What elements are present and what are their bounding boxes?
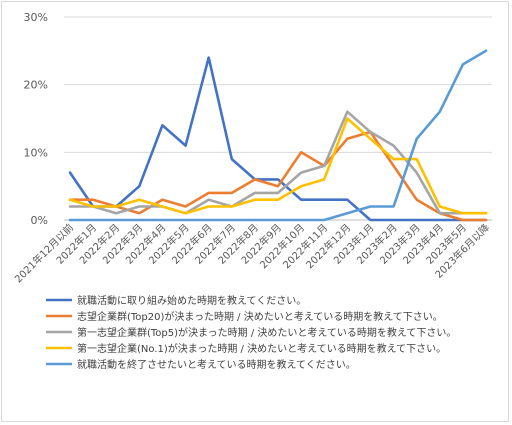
legend-label: 第一志望企業(No.1)が決まった時期 / 決めたいと考えている時期を教えて下さ… (77, 342, 446, 355)
y-tick-label: 30% (24, 11, 48, 24)
gridlines (64, 16, 492, 153)
legend-label: 就職活動に取り組み始めた時期を教えてください。 (77, 294, 306, 307)
y-tick-labels: 0% 10% 20% 30% (24, 11, 48, 227)
legend-label: 第一志望企業群(Top5)が決まった時期 / 決めたいと考えている時期を教えて下… (77, 326, 456, 339)
series-line-2 (68, 130, 488, 222)
series-line-5 (68, 49, 488, 222)
y-tick-label: 0% (31, 214, 48, 227)
legend: 就職活動に取り組み始めた時期を教えてください。志望企業群(Top20)が決まった… (46, 294, 456, 371)
x-tick-labels: 2021年12月以前2022年1月2022年2月2022年3月2022年4月20… (12, 221, 492, 285)
series-lines (68, 49, 488, 222)
y-tick-label: 10% (24, 146, 48, 159)
series-line-4 (68, 117, 488, 215)
y-tick-label: 20% (24, 79, 48, 92)
legend-label: 就職活動を終了させたいと考えている時期を教えてください。 (77, 358, 356, 371)
series-line-1 (68, 56, 488, 222)
series-line-3 (68, 110, 488, 215)
legend-label: 志望企業群(Top20)が決まった時期 / 決めたいと考えている時期を教えて下さ… (77, 310, 443, 323)
